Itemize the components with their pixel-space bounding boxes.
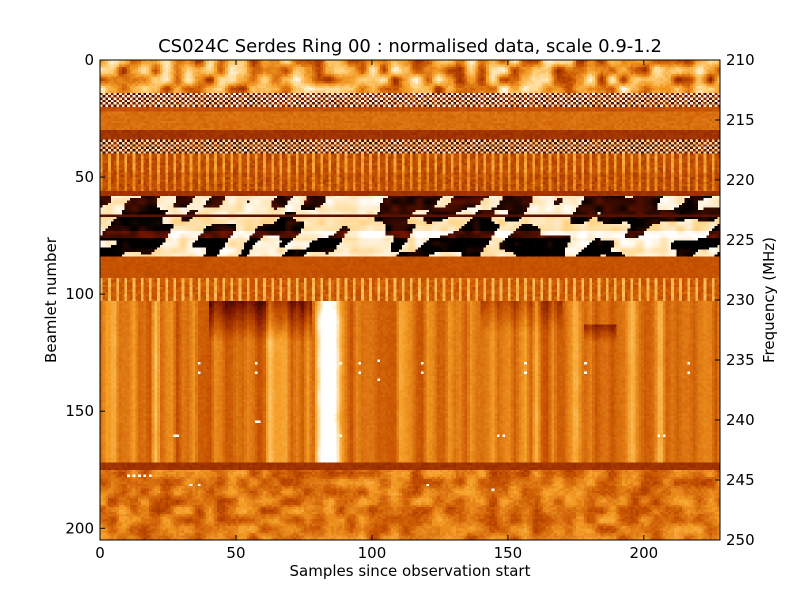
- heatmap-image: [100, 60, 720, 540]
- x-tick-label: 50: [226, 544, 245, 562]
- y2-tick-label: 230: [726, 291, 755, 309]
- x-tick-label: 100: [358, 544, 387, 562]
- x-axis-ticks: 0 50 100 150 200: [95, 60, 658, 562]
- y2-axis-ticks: 210 215 220 225 230 235 240 245 250: [715, 51, 755, 549]
- chart-title: CS024C Serdes Ring 00 : normalised data,…: [158, 36, 662, 57]
- y2-tick-label: 250: [726, 531, 755, 549]
- y2-tick-label: 245: [726, 471, 755, 489]
- y-axis-label: Beamlet number: [42, 236, 60, 363]
- y-tick-label: 50: [75, 168, 94, 186]
- y-tick-label: 100: [65, 285, 94, 303]
- y2-tick-label: 240: [726, 411, 755, 429]
- x-tick-label: 200: [630, 544, 659, 562]
- x-tick-label: 0: [95, 544, 105, 562]
- y2-tick-label: 215: [726, 111, 755, 129]
- y2-tick-label: 225: [726, 231, 755, 249]
- y-axis-ticks: 0 50 100 150 200: [65, 51, 105, 537]
- x-axis-label: Samples since observation start: [290, 562, 531, 580]
- y-tick-label: 200: [65, 519, 94, 537]
- y-tick-label: 150: [65, 402, 94, 420]
- x-tick-label: 150: [494, 544, 523, 562]
- heatmap-canvas: [100, 60, 720, 540]
- plot-area: [99, 59, 721, 541]
- y2-tick-label: 235: [726, 351, 755, 369]
- y-tick-label: 0: [84, 51, 94, 69]
- y2-tick-label: 210: [726, 51, 755, 69]
- y2-axis-label: Frequency (MHz): [760, 237, 778, 363]
- y2-tick-label: 220: [726, 171, 755, 189]
